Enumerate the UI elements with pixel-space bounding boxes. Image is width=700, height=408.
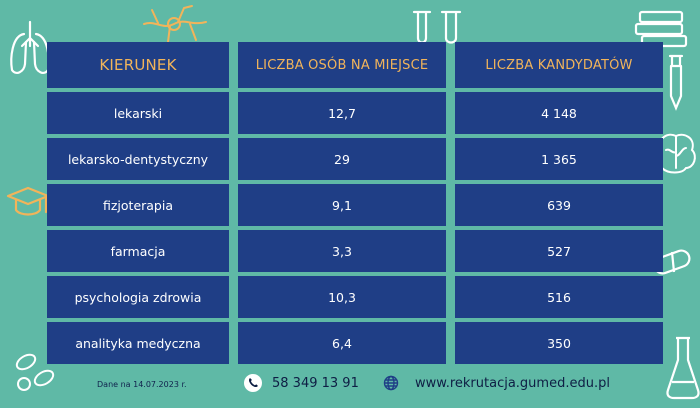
table-row-cell-osob-na-miejsce: 10,3 [238,276,446,318]
header-liczba-osob-na-miejsce: LICZBA OSÓB NA MIEJSCE [238,42,446,88]
table-row-cell-kandydatow: 4 148 [455,92,663,134]
data-date-note: Dane na 14.07.2023 r. [97,380,187,389]
phone-number[interactable]: 58 349 13 91 [272,376,359,391]
table-row-cell-osob-na-miejsce: 6,4 [238,322,446,364]
table-row-cell-kierunek: fizjoterapia [47,184,229,226]
table-row-cell-kandydatow: 350 [455,322,663,364]
table-row-cell-kandydatow: 639 [455,184,663,226]
header-kierunek: KIERUNEK [47,42,229,88]
table-row-cell-kierunek: psychologia zdrowia [47,276,229,318]
header-liczba-kandydatow: LICZBA KANDYDATÓW [455,42,663,88]
dropper-icon [668,54,684,111]
table-row-cell-kandydatow: 1 365 [455,138,663,180]
table-row-cell-kierunek: lekarsko-dentystyczny [47,138,229,180]
table-row-cell-osob-na-miejsce: 12,7 [238,92,446,134]
books-icon [634,10,688,48]
test-tubes-icon [412,10,462,44]
admissions-table: KIERUNEK LICZBA OSÓB NA MIEJSCE LICZBA K… [47,42,663,364]
capsules-doodle [15,353,55,391]
flask-icon [666,336,700,400]
lungs-icon [10,20,50,74]
footer: Dane na 14.07.2023 r. 58 349 13 91 www.r… [0,373,700,401]
website-link[interactable]: www.rekrutacja.gumed.edu.pl [415,376,610,391]
neuron-icon [143,5,207,43]
globe-icon [383,375,399,391]
graduation-cap-icon [6,186,50,216]
table-row-cell-osob-na-miejsce: 29 [238,138,446,180]
table-row-cell-osob-na-miejsce: 9,1 [238,184,446,226]
table-row-cell-kierunek: farmacja [47,230,229,272]
table-row-cell-osob-na-miejsce: 3,3 [238,230,446,272]
table-row-cell-kandydatow: 527 [455,230,663,272]
table-row-cell-kandydatow: 516 [455,276,663,318]
table-row-cell-kierunek: lekarski [47,92,229,134]
phone-icon [244,374,262,392]
table-row-cell-kierunek: analityka medyczna [47,322,229,364]
